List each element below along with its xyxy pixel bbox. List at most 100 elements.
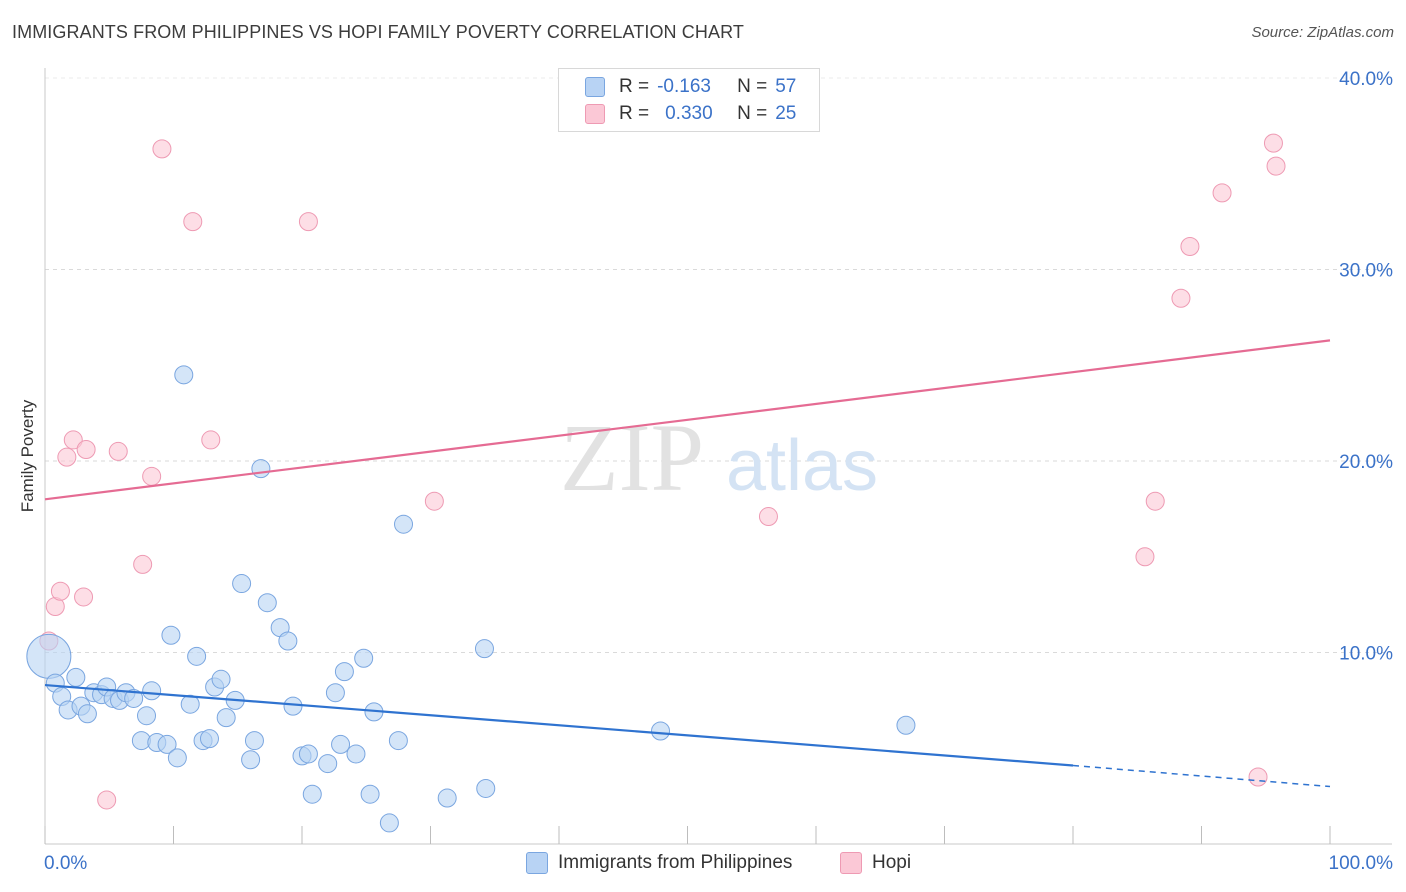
philippines-point <box>216 708 236 728</box>
hopi-point <box>57 447 77 467</box>
philippines-point <box>187 646 207 666</box>
philippines-point <box>180 694 200 714</box>
philippines-point <box>360 784 380 804</box>
hopi-point <box>97 790 117 810</box>
y-tick-label: 20.0% <box>1339 452 1393 473</box>
philippines-point <box>896 715 916 735</box>
bottom-legend-label-hopi: Hopi <box>872 852 912 873</box>
philippines-point <box>354 648 374 668</box>
philippines-points <box>26 365 916 833</box>
hopi-trend-line <box>44 339 1331 501</box>
y-tick-label: 10.0% <box>1339 644 1393 665</box>
philippines-point <box>302 784 322 804</box>
philippines-point <box>199 729 219 749</box>
philippines-point <box>77 704 97 724</box>
hopi-point <box>1263 133 1283 153</box>
legend-n-label-2: N = <box>737 103 768 124</box>
legend-r-value-1: -0.163 <box>657 76 711 97</box>
philippines-point <box>318 754 338 774</box>
legend-n-label-1: N = <box>737 76 768 97</box>
legend-n-value-2: 25 <box>775 103 797 124</box>
hopi-point <box>50 581 70 601</box>
x-tick-label-min: 0.0% <box>44 853 87 874</box>
bottom-legend-swatch-hopi <box>840 852 862 874</box>
philippines-point <box>167 748 187 768</box>
hopi-point <box>142 466 162 486</box>
philippines-point <box>157 734 177 754</box>
tick-labels: 10.0% 20.0% 30.0% 40.0% 0.0% 100.0% <box>44 69 1393 874</box>
philippines-point <box>257 593 277 613</box>
hopi-point <box>201 430 221 450</box>
bottom-legend-hopi: Hopi <box>840 852 911 874</box>
gridlines <box>45 77 1392 653</box>
philippines-point <box>26 633 72 679</box>
philippines-point <box>283 696 303 716</box>
y-tick-label: 40.0% <box>1339 69 1393 90</box>
philippines-point <box>232 574 252 594</box>
legend-row-philippines: R = -0.163 N = 57 <box>619 75 796 99</box>
source-label: Source: ZipAtlas.com <box>1251 24 1394 41</box>
philippines-point <box>142 681 162 701</box>
hopi-point <box>1212 183 1232 203</box>
legend-row-hopi: R = 0.330 N = 25 <box>619 102 796 126</box>
legend-r-label-2: R = <box>619 103 650 124</box>
philippines-point <box>244 731 264 751</box>
philippines-point <box>211 669 231 689</box>
philippines-point <box>394 514 414 534</box>
philippines-point <box>174 365 194 385</box>
x-tick-label-max: 100.0% <box>1329 853 1394 874</box>
philippines-point <box>66 667 86 687</box>
legend-r-label-1: R = <box>619 76 650 97</box>
philippines-point <box>298 744 318 764</box>
philippines-point <box>331 734 351 754</box>
philippines-point <box>388 731 408 751</box>
axes <box>44 68 1392 845</box>
hopi-point <box>424 491 444 511</box>
philippines-point <box>437 788 457 808</box>
philippines-point <box>124 688 144 708</box>
hopi-point <box>1266 156 1286 176</box>
hopi-point <box>76 440 96 460</box>
hopi-point <box>183 212 203 232</box>
legend-swatch-philippines <box>585 77 605 97</box>
hopi-point <box>1145 491 1165 511</box>
philippines-point <box>651 721 671 741</box>
hopi-point <box>1171 288 1191 308</box>
philippines-point <box>476 778 496 798</box>
hopi-point <box>152 139 172 159</box>
philippines-point <box>346 744 366 764</box>
philippines-point <box>241 750 261 770</box>
hopi-point <box>1135 547 1155 567</box>
chart-title: IMMIGRANTS FROM PHILIPPINES VS HOPI FAMI… <box>12 22 744 42</box>
hopi-point <box>1248 767 1268 787</box>
philippines-point <box>161 625 181 645</box>
y-tick-label: 30.0% <box>1339 261 1393 282</box>
philippines-point <box>334 662 354 682</box>
legend-n-value-1: 57 <box>775 76 797 97</box>
bottom-legend-philippines: Immigrants from Philippines <box>526 852 792 874</box>
hopi-point <box>758 507 778 527</box>
philippines-point <box>137 706 157 726</box>
watermark-atlas: atlas <box>726 426 878 506</box>
hopi-point <box>133 554 153 574</box>
philippines-point <box>278 631 298 651</box>
bottom-legend-swatch-philippines <box>526 852 548 874</box>
bottom-legend-label-philippines: Immigrants from Philippines <box>558 852 793 873</box>
hopi-point <box>63 430 83 450</box>
philippines-trend-line <box>44 683 1074 767</box>
philippines-trend-extension <box>1072 764 1331 788</box>
hopi-point <box>74 587 94 607</box>
y-axis-label: Family Poverty <box>18 399 37 513</box>
watermark: ZIP atlas <box>560 404 878 511</box>
legend-r-value-2: 0.330 <box>665 103 713 124</box>
legend-swatch-hopi <box>585 104 605 124</box>
correlation-legend: R = -0.163 N = 57 R = 0.330 N = 25 <box>558 68 820 132</box>
trend-lines <box>44 339 1331 788</box>
hopi-point <box>108 441 128 461</box>
hopi-point <box>298 212 318 232</box>
philippines-point <box>325 683 345 703</box>
philippines-point <box>379 813 399 833</box>
philippines-point <box>474 639 494 659</box>
philippines-point <box>251 459 271 479</box>
